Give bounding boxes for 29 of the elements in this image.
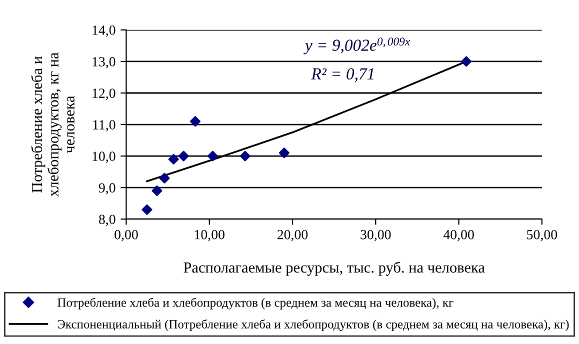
legend-label: Экспоненциальный (Потребление хлеба и хлебопродуктов (в среднем за месяц на человека), кг) — [58, 319, 569, 332]
y-tick-label: 12,0 — [92, 88, 116, 100]
y-tick-label: 9,0 — [98, 183, 116, 195]
y-axis-title: Потребление хлеба и хлебопродуктов, кг на человека — [31, 52, 75, 197]
point — [190, 116, 201, 127]
point — [240, 150, 250, 162]
annotation: y = 9,002e$^{0,009x}$ — [304, 38, 410, 54]
point — [178, 150, 189, 162]
point — [207, 150, 218, 162]
point — [168, 154, 179, 165]
x-tick-label: 40,00 — [443, 230, 474, 242]
y-tick-label: 8,0 — [98, 214, 116, 226]
annotation: R² = 0,71 — [311, 68, 374, 82]
y-tick-label: 14,0 — [92, 26, 116, 37]
x-tick-label: 20,00 — [277, 230, 308, 242]
x-tick-label: 30,00 — [360, 230, 391, 242]
point — [460, 56, 472, 67]
point — [159, 172, 170, 184]
x-tick-label: 50,00 — [527, 230, 558, 242]
y-tick-label: 10,0 — [92, 152, 116, 164]
x-axis-title: Располагаемые ресурсы, тыс. руб. на человека — [184, 262, 485, 276]
x-tick-label: 0,00 — [114, 230, 138, 242]
x-tick-label: 10,00 — [194, 230, 224, 242]
y-tick-label: 11,0 — [93, 120, 116, 132]
point — [278, 148, 290, 158]
legend-label: Потребление хлеба и хлебопродуктов (в среднем за месяц на человека), кг — [58, 298, 454, 310]
point — [152, 185, 162, 196]
point — [142, 204, 152, 215]
y-tick-label: 13,0 — [92, 57, 116, 68]
